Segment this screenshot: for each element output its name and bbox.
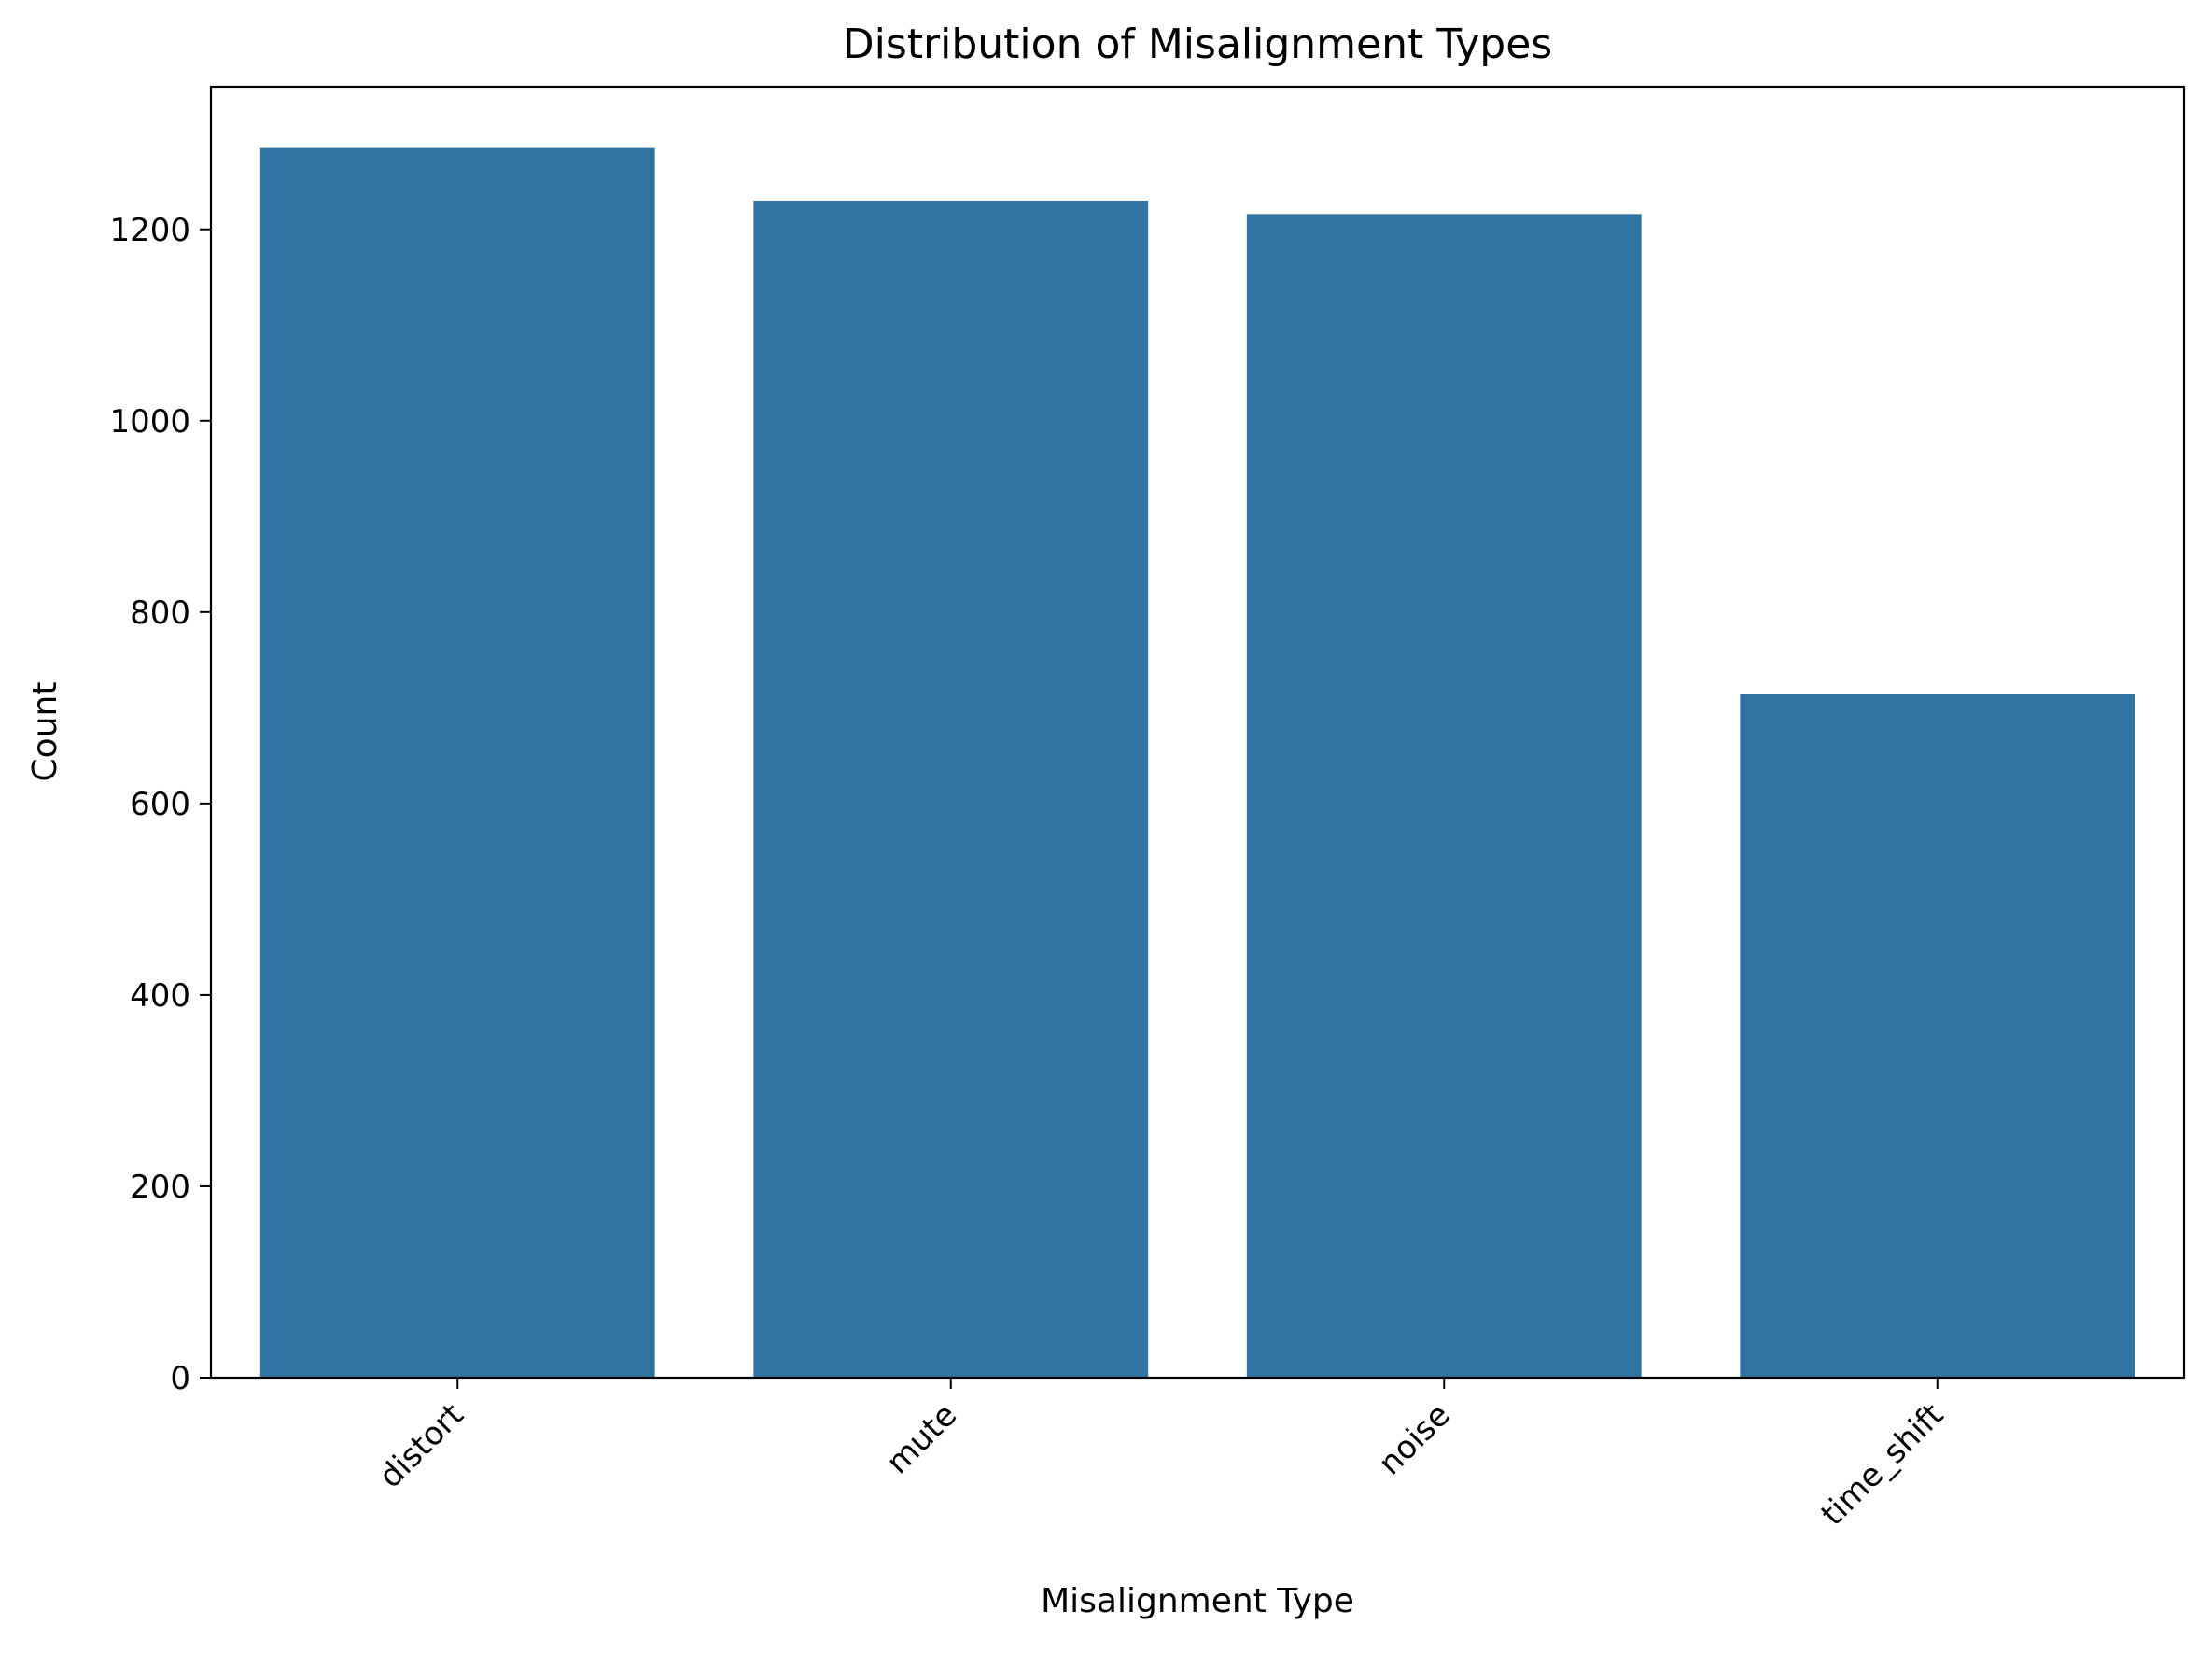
- bar-noise: [1246, 214, 1642, 1379]
- y-tick-label-200: 200: [130, 1169, 190, 1206]
- y-axis: 0 200 400 600 800 1000 1200: [109, 212, 211, 1397]
- y-axis-label: Count: [26, 682, 64, 782]
- x-tick-label-distort: distort: [371, 1396, 470, 1495]
- y-tick-label-600: 600: [130, 786, 190, 823]
- x-tick-label-mute: mute: [879, 1396, 964, 1481]
- bar-time_shift: [1740, 694, 2135, 1378]
- y-tick-label-0: 0: [170, 1360, 190, 1397]
- bar-distort: [259, 147, 655, 1379]
- chart-title: Distribution of Misalignment Types: [843, 21, 1552, 68]
- x-tick-label-noise: noise: [1371, 1396, 1457, 1482]
- y-tick-label-800: 800: [130, 595, 190, 632]
- bars-group: [259, 147, 2135, 1379]
- x-axis-label: Misalignment Type: [1041, 1582, 1354, 1620]
- bar-mute: [753, 200, 1149, 1378]
- y-tick-label-1000: 1000: [109, 403, 190, 441]
- y-tick-label-400: 400: [130, 977, 190, 1015]
- x-axis: distort mute noise time_shift: [371, 1378, 1951, 1534]
- x-tick-label-time_shift: time_shift: [1814, 1396, 1952, 1534]
- plot-frame: [209, 85, 2186, 1380]
- y-tick-label-1200: 1200: [109, 212, 190, 249]
